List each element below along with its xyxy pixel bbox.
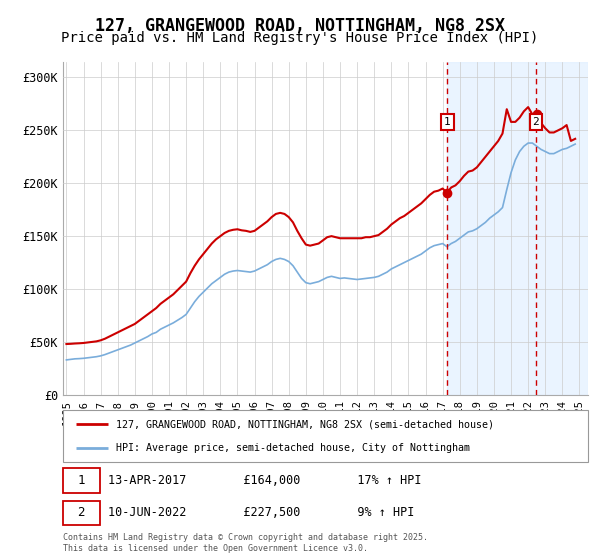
Text: 127, GRANGEWOOD ROAD, NOTTINGHAM, NG8 2SX: 127, GRANGEWOOD ROAD, NOTTINGHAM, NG8 2S… <box>95 17 505 35</box>
Text: 1: 1 <box>77 474 85 487</box>
Bar <box>448 62 588 395</box>
Text: 2: 2 <box>77 506 85 519</box>
Text: 1: 1 <box>444 117 451 127</box>
Text: Price paid vs. HM Land Registry's House Price Index (HPI): Price paid vs. HM Land Registry's House … <box>61 31 539 45</box>
Text: 10-JUN-2022        £227,500        9% ↑ HPI: 10-JUN-2022 £227,500 9% ↑ HPI <box>107 506 414 519</box>
Text: 127, GRANGEWOOD ROAD, NOTTINGHAM, NG8 2SX (semi-detached house): 127, GRANGEWOOD ROAD, NOTTINGHAM, NG8 2S… <box>115 419 493 430</box>
Text: HPI: Average price, semi-detached house, City of Nottingham: HPI: Average price, semi-detached house,… <box>115 443 470 453</box>
FancyBboxPatch shape <box>63 501 100 525</box>
Text: Contains HM Land Registry data © Crown copyright and database right 2025.
This d: Contains HM Land Registry data © Crown c… <box>63 533 428 553</box>
Text: 2: 2 <box>532 117 539 127</box>
FancyBboxPatch shape <box>63 468 100 493</box>
Text: 13-APR-2017        £164,000        17% ↑ HPI: 13-APR-2017 £164,000 17% ↑ HPI <box>107 474 421 487</box>
